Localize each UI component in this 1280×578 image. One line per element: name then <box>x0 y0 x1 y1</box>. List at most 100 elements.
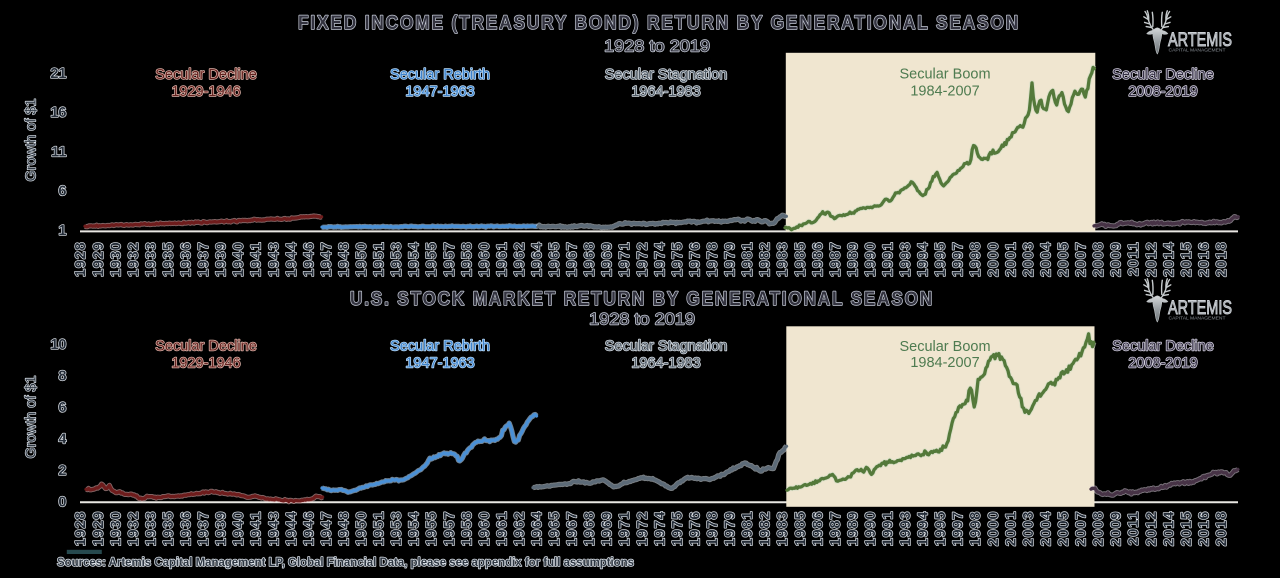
svg-text:1986: 1986 <box>810 242 826 277</box>
svg-text:1969: 1969 <box>600 242 616 277</box>
svg-text:1937: 1937 <box>196 242 212 277</box>
svg-text:1969: 1969 <box>600 511 616 546</box>
svg-text:Secular Boom: Secular Boom <box>899 67 990 83</box>
svg-text:1978: 1978 <box>705 511 721 546</box>
svg-text:1960: 1960 <box>477 242 493 277</box>
svg-text:1974: 1974 <box>652 511 668 546</box>
svg-text:2004: 2004 <box>1039 242 1055 277</box>
svg-text:1948: 1948 <box>336 511 352 546</box>
svg-text:Secular Decline: Secular Decline <box>1112 67 1214 83</box>
svg-text:1951: 1951 <box>372 242 388 277</box>
svg-text:1954: 1954 <box>407 511 423 546</box>
svg-text:2000: 2000 <box>986 242 1002 277</box>
svg-text:1946: 1946 <box>301 242 317 277</box>
svg-text:1960: 1960 <box>477 511 493 546</box>
svg-text:2012: 2012 <box>1144 242 1160 277</box>
svg-text:1943: 1943 <box>266 242 282 277</box>
svg-text:2005: 2005 <box>1056 511 1072 546</box>
svg-text:CAPITAL MANAGEMENT: CAPITAL MANAGEMENT <box>1169 315 1226 320</box>
svg-text:1962: 1962 <box>512 511 528 546</box>
svg-text:2018: 2018 <box>1214 242 1230 277</box>
svg-text:1968: 1968 <box>582 242 598 277</box>
svg-text:1968: 1968 <box>582 511 598 546</box>
svg-text:1982: 1982 <box>758 242 774 277</box>
svg-text:2008: 2008 <box>1091 242 1107 277</box>
svg-text:1989: 1989 <box>845 511 861 546</box>
svg-text:2015: 2015 <box>1179 511 1195 546</box>
svg-text:2008-2019: 2008-2019 <box>1128 84 1197 100</box>
svg-text:1967: 1967 <box>565 242 581 277</box>
svg-text:1951: 1951 <box>372 511 388 546</box>
svg-text:1928 to 2019: 1928 to 2019 <box>604 37 710 56</box>
svg-text:1940: 1940 <box>231 242 247 277</box>
svg-text:1939: 1939 <box>214 511 230 546</box>
svg-text:1984-2007: 1984-2007 <box>910 84 979 100</box>
svg-text:1957: 1957 <box>442 511 458 546</box>
svg-text:2018: 2018 <box>1214 511 1230 546</box>
svg-text:1953: 1953 <box>389 242 405 277</box>
svg-text:1955: 1955 <box>424 242 440 277</box>
svg-text:1947: 1947 <box>319 511 335 546</box>
svg-text:1972: 1972 <box>635 242 651 277</box>
svg-text:1958: 1958 <box>459 242 475 277</box>
svg-text:1975: 1975 <box>670 242 686 277</box>
svg-text:Secular Decline: Secular Decline <box>155 67 257 83</box>
svg-text:1947: 1947 <box>319 242 335 277</box>
svg-text:2016: 2016 <box>1196 511 1212 546</box>
svg-text:10: 10 <box>50 337 66 353</box>
svg-text:2003: 2003 <box>1021 242 1037 277</box>
svg-text:1964: 1964 <box>530 511 546 546</box>
svg-text:1954: 1954 <box>407 242 423 277</box>
svg-text:1997: 1997 <box>951 511 967 546</box>
svg-text:1928: 1928 <box>73 511 89 546</box>
svg-text:2012: 2012 <box>1144 511 1160 546</box>
svg-text:1937: 1937 <box>196 511 212 546</box>
svg-text:Growth of $1: Growth of $1 <box>24 375 40 458</box>
svg-text:1928 to 2019: 1928 to 2019 <box>589 310 695 329</box>
svg-text:1955: 1955 <box>424 511 440 546</box>
svg-text:1957: 1957 <box>442 242 458 277</box>
svg-text:1978: 1978 <box>705 242 721 277</box>
svg-text:16: 16 <box>50 105 66 121</box>
svg-text:1939: 1939 <box>214 242 230 277</box>
svg-text:2001: 2001 <box>1003 242 1019 277</box>
svg-text:1947-1963: 1947-1963 <box>405 84 474 100</box>
svg-text:1981: 1981 <box>740 242 756 277</box>
svg-text:1971: 1971 <box>617 242 633 277</box>
svg-text:1986: 1986 <box>810 511 826 546</box>
svg-text:1994: 1994 <box>916 242 932 277</box>
svg-text:1961: 1961 <box>494 511 510 546</box>
svg-text:0: 0 <box>58 495 66 511</box>
svg-text:1990: 1990 <box>863 511 879 546</box>
svg-text:Sources: Artemis Capital Manag: Sources: Artemis Capital Management LP, … <box>57 555 634 569</box>
svg-text:1971: 1971 <box>617 511 633 546</box>
svg-text:1982: 1982 <box>758 511 774 546</box>
svg-text:1: 1 <box>58 223 66 239</box>
svg-text:1979: 1979 <box>723 511 739 546</box>
svg-text:1953: 1953 <box>389 511 405 546</box>
svg-text:2015: 2015 <box>1179 242 1195 277</box>
svg-text:1964: 1964 <box>530 242 546 277</box>
svg-text:1947-1963: 1947-1963 <box>405 356 474 372</box>
svg-text:2: 2 <box>58 463 66 479</box>
svg-text:1948: 1948 <box>336 242 352 277</box>
svg-text:1929-1946: 1929-1946 <box>171 356 240 372</box>
svg-text:1950: 1950 <box>354 242 370 277</box>
svg-text:1976: 1976 <box>687 511 703 546</box>
svg-text:1932: 1932 <box>126 242 142 277</box>
svg-text:1950: 1950 <box>354 511 370 546</box>
svg-text:1991: 1991 <box>881 511 897 546</box>
svg-text:1933: 1933 <box>143 511 159 546</box>
svg-text:1935: 1935 <box>161 242 177 277</box>
svg-text:CAPITAL MANAGEMENT: CAPITAL MANAGEMENT <box>1169 47 1226 52</box>
svg-text:1944: 1944 <box>284 242 300 277</box>
svg-text:1958: 1958 <box>459 511 475 546</box>
svg-text:1995: 1995 <box>933 511 949 546</box>
svg-text:1985: 1985 <box>793 242 809 277</box>
svg-text:1997: 1997 <box>951 242 967 277</box>
svg-text:2009: 2009 <box>1109 242 1125 277</box>
svg-text:2003: 2003 <box>1021 511 1037 546</box>
svg-text:6: 6 <box>58 400 66 416</box>
svg-text:1998: 1998 <box>968 511 984 546</box>
svg-text:2007: 2007 <box>1074 242 1090 277</box>
